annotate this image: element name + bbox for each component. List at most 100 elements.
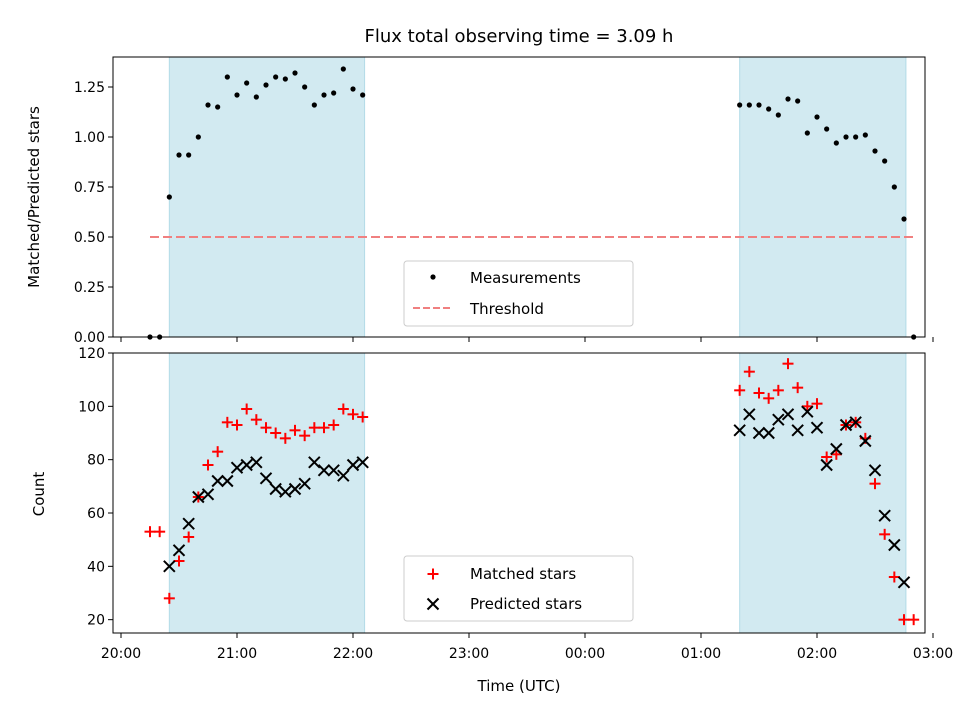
matched-star-point (318, 422, 330, 434)
top-legend-box (403, 260, 634, 327)
predicted-star-point-b (327, 464, 340, 477)
measurement-point (891, 184, 897, 190)
legend-predicted-label: Predicted stars (470, 595, 582, 613)
measurement-point (253, 94, 259, 100)
matched-star-point (212, 446, 224, 458)
predicted-star-point (810, 421, 824, 434)
predicted-star-point-b (791, 424, 804, 437)
predicted-star-point-b (346, 458, 360, 472)
bottom-axes-frame (112, 352, 926, 634)
measurement-point (302, 84, 308, 90)
predicted-star-point (221, 474, 234, 488)
matched-star-point (260, 422, 272, 434)
matched-star-point (289, 424, 301, 436)
bottom-plot-area: 20 40 60 80 100 120 20:00 21:00 22:00 23:00 00:00 0… (78, 346, 953, 662)
predicted-star-point (288, 482, 302, 496)
predicted-star-point (733, 424, 746, 437)
measurement-point (186, 152, 192, 158)
measurement-point (824, 126, 830, 132)
matched-star-point (763, 392, 775, 404)
bottom-x-tick-label: 03:00 (913, 646, 953, 662)
matched-star-point (734, 384, 746, 396)
predicted-star-point-b (288, 482, 302, 496)
predicted-star-point (182, 517, 195, 530)
measurement-point (882, 158, 888, 164)
matched-star-point (888, 571, 900, 583)
predicted-star-point-b (298, 477, 311, 490)
matched-star-point (772, 384, 784, 396)
bottom-x-tick-label: 21:00 (217, 646, 257, 662)
predicted-star-point-b (163, 560, 176, 573)
predicted-star-point (791, 424, 804, 437)
matched-star-point (250, 414, 262, 426)
measurement-point (766, 106, 772, 112)
predicted-star-point-b (859, 434, 872, 448)
legend-measurements-label: Measurements (470, 269, 581, 287)
matched-star-point (163, 592, 175, 604)
bottom-shaded-region-2 (739, 352, 907, 634)
matched-star-point (782, 358, 794, 370)
matched-star-point (898, 614, 910, 626)
predicted-star-point-b (308, 456, 321, 469)
bottom-y-tick-label: 20 (87, 613, 105, 629)
predicted-star-point (868, 464, 882, 477)
predicted-star-point (308, 456, 321, 469)
predicted-star-point-b (762, 426, 775, 440)
matched-star-point (792, 382, 804, 394)
predicted-star-point (337, 469, 350, 482)
top-y-tick-label: 1.00 (74, 130, 105, 146)
legend-matched-label: Matched stars (470, 565, 576, 583)
bottom-x-tick-label: 02:00 (797, 646, 837, 662)
legend-predicted-marker (426, 597, 440, 611)
matched-star-point (279, 432, 291, 444)
predicted-star-point (250, 456, 263, 469)
predicted-star-point-b (743, 408, 756, 421)
bottom-y-tick-label: 60 (87, 506, 105, 522)
top-shaded-region-2 (739, 56, 907, 338)
matched-star-point (221, 416, 233, 428)
predicted-star-point (762, 426, 775, 440)
measurement-point (756, 102, 762, 108)
predicted-star-point-b (733, 424, 746, 437)
measurement-point (833, 140, 839, 146)
measurement-point (360, 92, 366, 98)
top-axes-frame (112, 56, 926, 338)
predicted-star-point (279, 485, 292, 498)
top-legend: Measurements Threshold (403, 260, 634, 327)
predicted-star-point-b (888, 538, 901, 552)
legend-measurements-marker (430, 274, 436, 280)
bottom-x-tick-label: 00:00 (565, 646, 605, 662)
matched-star-point (241, 403, 253, 415)
predicted-star-point (269, 482, 282, 496)
matched-star-point (357, 411, 369, 423)
top-y-tick-label: 1.25 (74, 80, 105, 96)
predicted-star-point-b (752, 426, 766, 440)
predicted-star-point-b (830, 442, 843, 456)
predicted-star-point (752, 426, 766, 440)
bottom-x-tick-label: 23:00 (449, 646, 489, 662)
measurement-point (176, 152, 182, 158)
predicted-star-point (317, 464, 331, 477)
measurement-point (273, 74, 279, 80)
predicted-star-point-b (810, 421, 824, 434)
predicted-star-point (743, 408, 756, 421)
measurement-point (205, 102, 211, 108)
bottom-y-tick-label: 100 (78, 399, 105, 415)
matched-star-point (231, 419, 243, 431)
matched-star-point (821, 451, 833, 463)
bottom-legend-box (403, 555, 634, 622)
legend-x-glyph-b (426, 597, 440, 611)
measurement-point (862, 132, 868, 138)
measurement-point (737, 102, 743, 108)
predicted-star-point (259, 472, 273, 485)
measurement-point (804, 130, 810, 136)
predicted-star-point-b (201, 488, 215, 501)
predicted-star-point (327, 464, 340, 477)
measurement-point (775, 112, 781, 118)
predicted-star-point-b (337, 469, 350, 482)
measurement-point (215, 104, 221, 110)
predicted-star-point (201, 488, 215, 501)
top-y-tick-label: 0.25 (74, 280, 105, 296)
matched-star-point (173, 555, 185, 567)
